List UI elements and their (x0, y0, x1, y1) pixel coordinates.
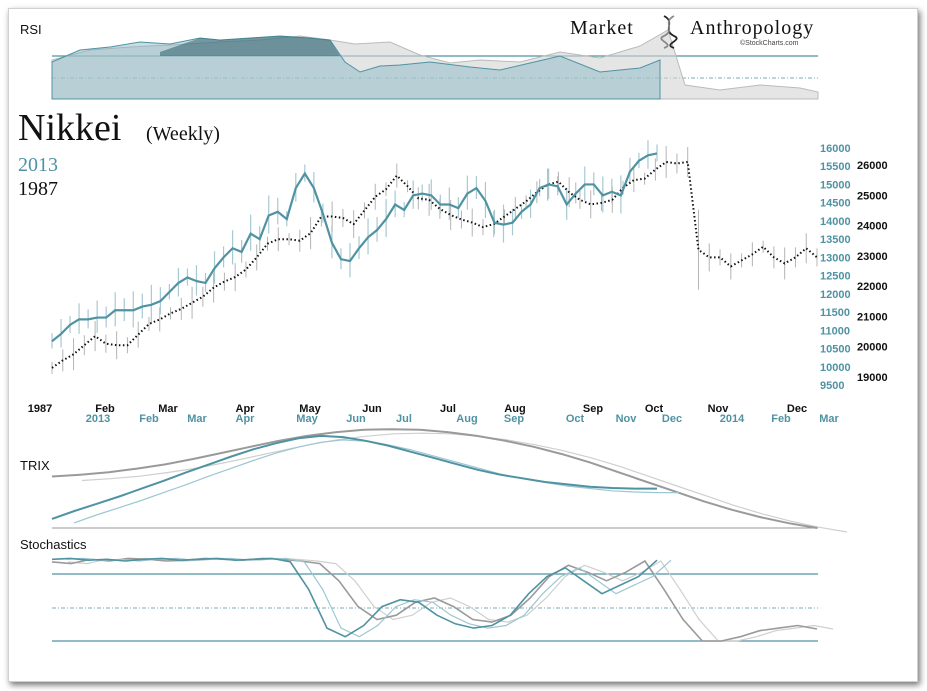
y-tick-1987: 26000 (857, 160, 888, 172)
trix-1987-signal (81, 432, 848, 533)
x-tick-1987: Apr (236, 403, 256, 415)
dna-icon (660, 15, 678, 49)
series-2013-line (51, 152, 658, 343)
y-tick-2013: 12500 (820, 271, 851, 283)
y-tick-1987: 25000 (857, 190, 888, 202)
rsi-label: RSI (20, 22, 42, 37)
y-tick-2013: 9500 (820, 380, 844, 392)
y-tick-2013: 15000 (820, 179, 851, 191)
rsi-2013-dark-fill (160, 36, 340, 56)
brand-logo: Market Anthropology ©StockCharts.com (570, 15, 814, 49)
y-tick-1987: 19000 (857, 372, 888, 384)
trix-panel: TRIX (20, 428, 848, 533)
rsi-panel: RSI (20, 22, 819, 100)
price-panel: 16000 15500 15000 14500 14000 13500 13000 12500… (28, 140, 888, 425)
x-tick-1987: 1987 (28, 403, 52, 415)
legend-1987: 1987 (18, 178, 58, 200)
y-tick-2013: 11000 (820, 325, 850, 337)
x-tick-1987: Dec (787, 403, 807, 415)
stoch-2013-line (51, 557, 658, 638)
y-axis-2013: 16000 15500 15000 14500 14000 13500 13000 12500… (820, 143, 851, 392)
x-tick-2013: Dec (662, 413, 682, 425)
brand-left: Market (570, 17, 634, 39)
y-tick-2013: 10500 (820, 344, 851, 356)
y-tick-2013: 13000 (820, 252, 851, 264)
chart-title: Nikkei (18, 107, 121, 149)
x-tick-1987: Mar (158, 403, 178, 415)
x-tick-1987: Jul (440, 403, 456, 415)
stoch-1987-line (51, 557, 818, 642)
brand-credit: ©StockCharts.com (740, 39, 799, 47)
x-tick-1987: Feb (95, 403, 115, 415)
y-tick-2013: 11500 (820, 307, 850, 319)
y-tick-2013: 14000 (820, 216, 851, 228)
x-tick-2013: Apr (236, 413, 256, 425)
y-tick-2013: 14500 (820, 198, 851, 210)
stochastics-panel: Stochastics (20, 537, 834, 642)
chart-frame (8, 8, 918, 682)
y-tick-1987: 23000 (857, 251, 888, 263)
weekly-range-bars-2013 (51, 140, 658, 349)
x-tick-1987: Nov (708, 403, 730, 415)
x-tick-2013: Jul (396, 413, 412, 425)
legend-2013: 2013 (18, 154, 58, 176)
chart-subtitle: (Weekly) (146, 123, 220, 145)
y-tick-1987: 22000 (857, 281, 888, 293)
y-tick-2013: 15500 (820, 161, 851, 173)
y-tick-2013: 13500 (820, 234, 851, 246)
x-tick-1987: Oct (645, 403, 664, 415)
weekly-range-bars-1987 (51, 145, 818, 374)
y-tick-2013: 12000 (820, 289, 851, 301)
x-tick-2013: Feb (771, 413, 791, 425)
x-tick-2013: Nov (616, 413, 638, 425)
y-tick-1987: 20000 (857, 342, 888, 354)
x-tick-1987: Jun (362, 403, 382, 415)
stochastics-label: Stochastics (20, 537, 87, 552)
x-tick-2013: Mar (187, 413, 207, 425)
x-tick-2013: May (296, 413, 318, 425)
brand-right: Anthropology (690, 17, 814, 39)
y-tick-1987: 24000 (857, 221, 888, 233)
series-1987-line (51, 160, 818, 369)
x-tick-2013: 2014 (720, 413, 745, 425)
x-tick-2013: Feb (139, 413, 159, 425)
y-tick-2013: 10000 (820, 362, 851, 374)
x-tick-1987: Aug (504, 403, 525, 415)
x-tick-2013: Aug (456, 413, 477, 425)
trix-1987-line (51, 428, 818, 529)
x-tick-2013: Oct (566, 413, 585, 425)
y-tick-2013: 16000 (820, 143, 851, 155)
x-axis-1987: 1987 Feb Mar Apr May Jun Jul Aug Sep Oct Nov Dec (28, 403, 807, 415)
trix-label: TRIX (20, 458, 50, 473)
x-tick-1987: May (299, 403, 321, 415)
x-tick-1987: Sep (583, 403, 603, 415)
y-axis-1987: 26000 25000 24000 23000 22000 21000 20000 19000 (857, 160, 888, 384)
x-tick-2013: 2013 (86, 413, 110, 425)
y-tick-1987: 21000 (857, 311, 888, 323)
trix-2013-line (51, 434, 657, 520)
stoch-1987-signal (67, 557, 834, 642)
x-tick-2013: Sep (504, 413, 524, 425)
x-tick-2013: Jun (346, 413, 366, 425)
x-tick-2013: Mar (819, 413, 839, 425)
x-axis-2013: 2013 Feb Mar Apr May Jun Jul Aug Sep Oct Nov Dec 201… (86, 413, 840, 425)
